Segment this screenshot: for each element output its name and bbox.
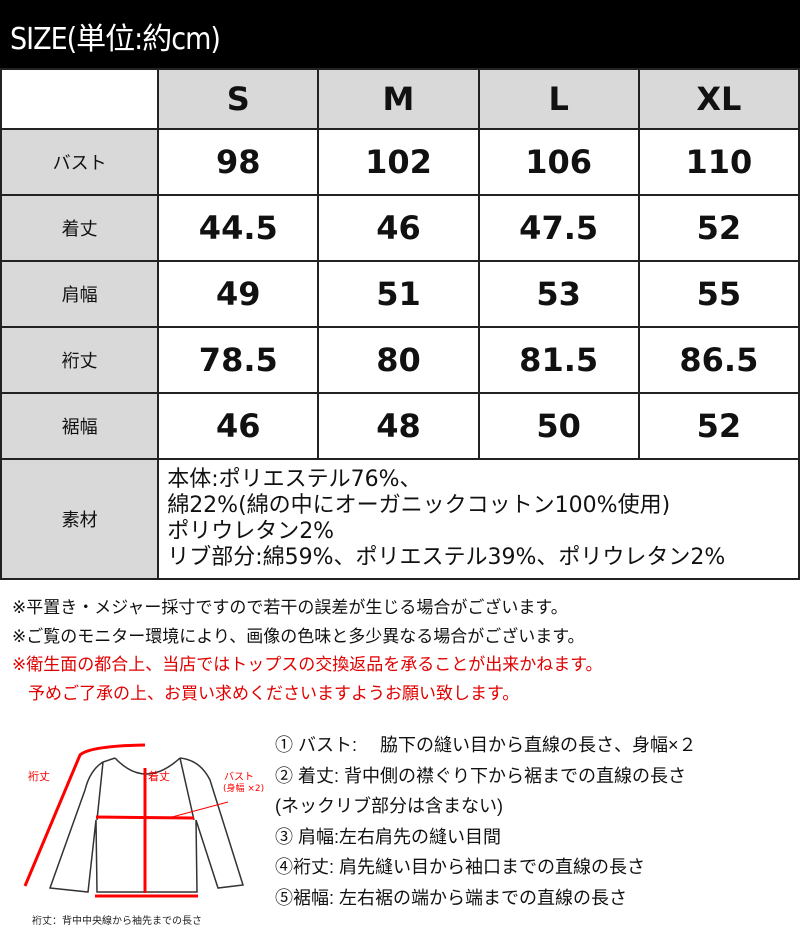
size-l: L	[477, 68, 640, 130]
value-cell: 81.5	[477, 326, 640, 394]
row-label: 着丈	[0, 194, 160, 262]
material-line: ポリウレタン2%	[167, 519, 335, 544]
value-cell: 53	[477, 260, 640, 328]
row-label: 裄丈	[0, 326, 160, 394]
value-cell: 86.5	[637, 326, 800, 394]
value-cell: 98	[157, 128, 320, 196]
garment-diagram: 裄丈 着丈 バスト (身幅 ×2) 裄丈：背中中央線から袖先までの長さ	[23, 743, 264, 927]
table-row: 裾幅 46 48 50 52	[0, 392, 800, 460]
legend-item: (ネックリブ部分は含まない)	[275, 796, 503, 816]
legend-item: ① バスト: 脇下の縫い目から直線の長さ、身幅×２	[275, 735, 697, 755]
material-label: 素材	[0, 458, 160, 580]
row-label: 肩幅	[0, 260, 160, 328]
material-line: 綿22%(綿の中にオーガニックコットン100%使用)	[167, 493, 671, 518]
material-row: 素材 本体:ポリエステル76%、 綿22%(綿の中にオーガニックコットン100%…	[0, 458, 800, 580]
row-label: 裾幅	[0, 392, 160, 460]
bust-sub-label: (身幅 ×2)	[223, 782, 264, 794]
value-cell: 50	[477, 392, 640, 460]
value-cell: 49	[157, 260, 320, 328]
value-cell: 47.5	[477, 194, 640, 262]
notes: ※平置き・メジャー採寸ですので若干の誤差が生じる場合がございます。 ※ご覧のモニ…	[12, 594, 603, 708]
value-cell: 110	[637, 128, 800, 196]
measurement-legend: ① バスト: 脇下の縫い目から直線の長さ、身幅×２ ② 着丈: 背中側の襟ぐり下…	[275, 730, 697, 913]
value-cell: 55	[637, 260, 800, 328]
table-row: 肩幅 49 51 53 55	[0, 260, 800, 328]
header-blank-cell	[0, 68, 160, 130]
value-cell: 106	[477, 128, 640, 196]
value-cell: 52	[637, 194, 800, 262]
row-label: バスト	[0, 128, 160, 196]
value-cell: 48	[317, 392, 480, 460]
value-cell: 102	[317, 128, 480, 196]
size-table: S M L XL バスト 98 102 106 110 着丈 44.5 46 47.5 52 肩…	[0, 68, 800, 580]
legend-item: ④裄丈: 肩先縫い目から袖口までの直線の長さ	[275, 857, 645, 877]
value-cell: 78.5	[157, 326, 320, 394]
material-line: 本体:ポリエステル76%、	[167, 467, 422, 492]
note: ※ご覧のモニター環境により、画像の色味と多少異なる場合がございます。	[12, 626, 585, 647]
red-note: ※衛生面の都合上、当店ではトップスの交換返品を承ることが出来かねます。	[12, 655, 603, 675]
note: ※平置き・メジャー採寸ですので若干の誤差が生じる場合がございます。	[12, 598, 568, 618]
bust-label: バスト	[224, 771, 254, 783]
material-cell: 本体:ポリエステル76%、 綿22%(綿の中にオーガニックコットン100%使用)…	[157, 458, 800, 580]
value-cell: 44.5	[157, 194, 320, 262]
yuki-label: 裄丈	[28, 770, 50, 783]
size-m: M	[317, 68, 480, 130]
legend-item: ② 着丈: 背中側の襟ぐり下から裾までの直線の長さ	[275, 765, 687, 786]
value-cell: 46	[157, 392, 320, 460]
kitake-label: 着丈	[148, 769, 170, 783]
measurement-lines	[23, 743, 229, 898]
value-cell: 46	[317, 194, 480, 262]
value-cell: 51	[317, 260, 480, 328]
size-s: S	[157, 68, 320, 130]
table-row: 裄丈 78.5 80 81.5 86.5	[0, 326, 800, 394]
legend-item: ③ 肩幅:左右肩先の縫い目間	[275, 826, 502, 847]
size-xl: XL	[637, 68, 800, 130]
diagram-caption: 裄丈：背中中央線から袖先までの長さ	[32, 914, 202, 927]
value-cell: 80	[317, 326, 480, 394]
value-cell: 52	[637, 392, 800, 460]
red-note: 予めご了承の上、お買い求めくださいますようお願い致します。	[28, 683, 520, 704]
size-title: SIZE(単位:約cm)	[0, 0, 800, 68]
table-row: バスト 98 102 106 110	[0, 128, 800, 196]
legend-item: ⑤裾幅: 左右裾の端から端までの直線の長さ	[275, 887, 627, 908]
material-line: リブ部分:綿59%、ポリエステル39%、ポリウレタン2%	[167, 545, 726, 570]
table-row: 着丈 44.5 46 47.5 52	[0, 194, 800, 262]
size-header-row: S M L XL	[0, 68, 800, 130]
